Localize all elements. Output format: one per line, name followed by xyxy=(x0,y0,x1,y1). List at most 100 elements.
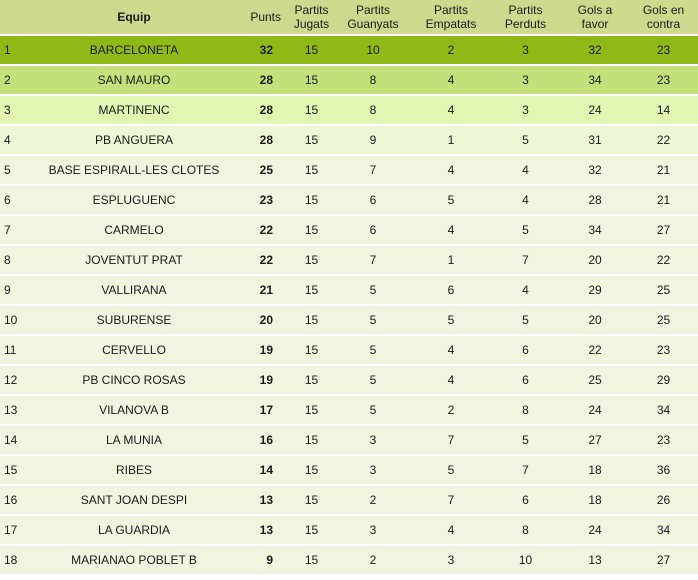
cell-played: 15 xyxy=(289,456,334,484)
cell-lost: 5 xyxy=(490,426,561,454)
header-played-line1: Partits xyxy=(294,3,329,17)
cell-position: 2 xyxy=(0,66,26,94)
cell-won: 7 xyxy=(334,156,412,184)
cell-points: 32 xyxy=(242,36,289,64)
cell-lost: 7 xyxy=(490,246,561,274)
cell-position: 8 xyxy=(0,246,26,274)
table-row: 2 SAN MAURO 28 15 8 4 3 34 23 xyxy=(0,66,698,94)
cell-drawn: 4 xyxy=(412,96,490,124)
header-drawn-line2: Empatats xyxy=(425,17,477,31)
header-lost: Partits Perduts xyxy=(490,0,561,34)
table-row: 5 BASE ESPIRALL-LES CLOTES 25 15 7 4 4 32 21 xyxy=(0,156,698,184)
cell-position: 3 xyxy=(0,96,26,124)
header-goals-for-line2: favor xyxy=(581,17,609,31)
cell-team: SANT JOAN DESPI xyxy=(26,486,242,514)
cell-goals-against: 23 xyxy=(629,36,698,64)
cell-won: 7 xyxy=(334,246,412,274)
cell-goals-for: 24 xyxy=(561,396,629,424)
cell-team: SAN MAURO xyxy=(26,66,242,94)
cell-goals-for: 22 xyxy=(561,336,629,364)
cell-played: 15 xyxy=(289,306,334,334)
table-row: 14 LA MUNIA 16 15 3 7 5 27 23 xyxy=(0,426,698,454)
cell-goals-for: 32 xyxy=(561,156,629,184)
cell-drawn: 5 xyxy=(412,456,490,484)
cell-position: 9 xyxy=(0,276,26,304)
cell-position: 4 xyxy=(0,126,26,154)
cell-goals-against: 23 xyxy=(629,66,698,94)
header-lost-line2: Perduts xyxy=(504,17,547,31)
cell-drawn: 4 xyxy=(412,336,490,364)
header-position xyxy=(0,0,26,34)
cell-lost: 5 xyxy=(490,216,561,244)
cell-won: 5 xyxy=(334,306,412,334)
header-drawn-line1: Partits xyxy=(433,3,468,17)
cell-team: BASE ESPIRALL-LES CLOTES xyxy=(26,156,242,184)
cell-goals-for: 18 xyxy=(561,486,629,514)
cell-goals-for: 25 xyxy=(561,366,629,394)
cell-won: 2 xyxy=(334,486,412,514)
cell-drawn: 1 xyxy=(412,126,490,154)
cell-won: 3 xyxy=(334,516,412,544)
cell-drawn: 2 xyxy=(412,36,490,64)
cell-goals-for: 29 xyxy=(561,276,629,304)
header-drawn: Partits Empatats xyxy=(412,0,490,34)
table-row: 15 RIBES 14 15 3 5 7 18 36 xyxy=(0,456,698,484)
cell-points: 19 xyxy=(242,336,289,364)
header-goals-for: Gols a favor xyxy=(561,0,629,34)
header-points: Punts xyxy=(242,0,289,34)
cell-team: MARTINENC xyxy=(26,96,242,124)
table-row: 6 ESPLUGUENC 23 15 6 5 4 28 21 xyxy=(0,186,698,214)
cell-goals-for: 20 xyxy=(561,246,629,274)
cell-team: SUBURENSE xyxy=(26,306,242,334)
cell-played: 15 xyxy=(289,396,334,424)
cell-drawn: 4 xyxy=(412,366,490,394)
table-row: 4 PB ANGUERA 28 15 9 1 5 31 22 xyxy=(0,126,698,154)
header-won: Partits Guanyats xyxy=(334,0,412,34)
cell-goals-against: 23 xyxy=(629,336,698,364)
cell-won: 2 xyxy=(334,546,412,574)
cell-drawn: 1 xyxy=(412,246,490,274)
cell-won: 9 xyxy=(334,126,412,154)
header-goals-for-line1: Gols a xyxy=(577,3,613,17)
cell-drawn: 7 xyxy=(412,486,490,514)
header-played: Partits Jugats xyxy=(289,0,334,34)
cell-goals-for: 24 xyxy=(561,96,629,124)
cell-lost: 3 xyxy=(490,96,561,124)
cell-position: 1 xyxy=(0,36,26,64)
cell-played: 15 xyxy=(289,186,334,214)
cell-team: LA GUARDIA xyxy=(26,516,242,544)
cell-position: 11 xyxy=(0,336,26,364)
cell-goals-for: 34 xyxy=(561,66,629,94)
cell-points: 19 xyxy=(242,366,289,394)
cell-goals-against: 36 xyxy=(629,456,698,484)
cell-played: 15 xyxy=(289,156,334,184)
header-goals-against: Gols en contra xyxy=(629,0,698,34)
cell-team: JOVENTUT PRAT xyxy=(26,246,242,274)
cell-lost: 4 xyxy=(490,156,561,184)
cell-drawn: 4 xyxy=(412,216,490,244)
cell-position: 10 xyxy=(0,306,26,334)
cell-position: 13 xyxy=(0,396,26,424)
cell-played: 15 xyxy=(289,276,334,304)
cell-team: ESPLUGUENC xyxy=(26,186,242,214)
cell-points: 23 xyxy=(242,186,289,214)
cell-won: 3 xyxy=(334,426,412,454)
cell-drawn: 4 xyxy=(412,516,490,544)
cell-goals-against: 27 xyxy=(629,216,698,244)
header-played-line2: Jugats xyxy=(293,17,330,31)
cell-points: 22 xyxy=(242,216,289,244)
cell-goals-against: 14 xyxy=(629,96,698,124)
cell-played: 15 xyxy=(289,336,334,364)
table-row: 10 SUBURENSE 20 15 5 5 5 20 25 xyxy=(0,306,698,334)
cell-lost: 3 xyxy=(490,66,561,94)
cell-lost: 4 xyxy=(490,276,561,304)
cell-lost: 6 xyxy=(490,366,561,394)
cell-lost: 8 xyxy=(490,396,561,424)
cell-position: 5 xyxy=(0,156,26,184)
cell-points: 28 xyxy=(242,96,289,124)
cell-position: 15 xyxy=(0,456,26,484)
cell-position: 14 xyxy=(0,426,26,454)
cell-goals-for: 27 xyxy=(561,426,629,454)
header-goals-against-line1: Gols en xyxy=(642,3,685,17)
